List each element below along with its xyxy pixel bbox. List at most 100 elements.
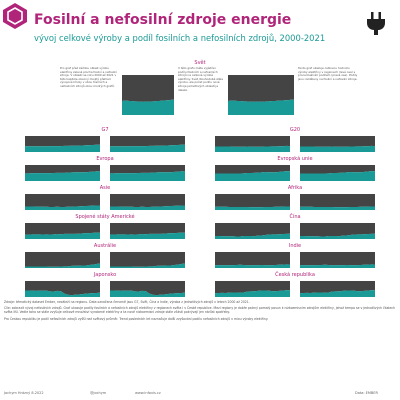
- region-chart: G7: [25, 127, 185, 155]
- region-area-chart: [25, 252, 185, 268]
- nonfossil-area: [25, 232, 100, 239]
- fossil-area: [215, 252, 290, 266]
- website-link[interactable]: www.infovis.cz: [135, 391, 161, 395]
- region-label: Japonsko: [93, 272, 117, 278]
- nonfossil-area: [110, 144, 185, 152]
- footer-paragraph-3: Pro Českou republiku je podíl nefosilníc…: [4, 316, 269, 321]
- fossil-area: [300, 194, 375, 208]
- region-area-chart: [25, 165, 185, 181]
- region-chart: Evropa: [25, 156, 185, 184]
- world-label: Svět: [194, 60, 206, 66]
- nonfossil-area: [215, 206, 290, 210]
- region-chart: Afrika: [215, 185, 375, 213]
- region-label: Asie: [99, 185, 111, 191]
- world-annotation-mid: V této grafu máte vyjádřen podílu fosiln…: [178, 66, 223, 92]
- fossil-area: [110, 165, 185, 174]
- nonfossil-area: [25, 263, 100, 268]
- nonfossil-area: [300, 171, 375, 181]
- fossil-area: [110, 194, 185, 207]
- fossil-area: [25, 281, 100, 296]
- fossil-area: [110, 136, 185, 147]
- fossil-area: [300, 136, 375, 147]
- region-chart: Česká republika: [215, 272, 375, 300]
- fossil-area: [25, 252, 100, 267]
- fossil-area: [215, 165, 290, 174]
- region-chart: Japonsko: [25, 272, 185, 300]
- fossil-area: [25, 223, 100, 235]
- fossil-area: [25, 165, 100, 174]
- world-annotation-right: Tento graf ukazuje celkovou hodnotu výro…: [298, 66, 358, 81]
- region-area-chart: [215, 165, 375, 181]
- nonfossil-area: [25, 205, 100, 210]
- fossil-area: [300, 223, 375, 237]
- fossil-area: [110, 281, 185, 296]
- world-area-chart: [122, 75, 294, 115]
- region-area-chart: [215, 194, 375, 210]
- nonfossil-area: [215, 145, 290, 152]
- region-area-chart: [25, 281, 185, 297]
- hexagon-logo-icon: [3, 3, 27, 29]
- region-area-chart: [25, 223, 185, 239]
- fossil-area: [25, 194, 100, 207]
- region-chart: Indie: [215, 243, 375, 271]
- nonfossil-area: [25, 144, 100, 152]
- nonfossil-area: [215, 171, 290, 181]
- region-area-chart: [25, 194, 185, 210]
- fossil-area: [25, 136, 100, 147]
- nonfossil-area: [228, 99, 294, 115]
- world-chart: Svět Pro graf před každou oblast výrobu …: [60, 60, 357, 122]
- region-area-chart: [215, 136, 375, 152]
- nonfossil-area: [215, 264, 290, 268]
- nonfossil-area: [300, 145, 375, 152]
- data-source: Data: EMBER: [355, 391, 378, 395]
- nonfossil-area: [215, 290, 290, 297]
- fossil-area: [228, 75, 294, 102]
- twitter-handle[interactable]: @jochym: [90, 391, 107, 395]
- nonfossil-area: [110, 171, 185, 181]
- fossil-area: [215, 136, 290, 147]
- region-chart: Spojené státy Americké: [25, 214, 185, 242]
- world-annotation-left: Pro graf před každou oblast výrobu elekt…: [60, 66, 117, 88]
- fossil-area: [300, 281, 375, 294]
- nonfossil-area: [25, 171, 100, 181]
- region-chart: Austrálie: [25, 243, 185, 271]
- fossil-area: [300, 165, 375, 174]
- region-label: Česká republika: [275, 272, 315, 278]
- region-chart: Asie: [25, 185, 185, 213]
- nonfossil-area: [110, 263, 185, 268]
- region-label: Čína: [289, 214, 301, 220]
- fossil-area: [215, 281, 290, 294]
- footer-paragraph-2: Cíle: zobrazit vývoj nefosilních zdrojů.…: [4, 306, 396, 315]
- region-label: Evropa: [96, 156, 114, 162]
- fossil-area: [110, 223, 185, 235]
- region-label: G20: [289, 127, 301, 133]
- region-area-chart: [25, 136, 185, 152]
- nonfossil-area: [300, 290, 375, 297]
- plug-icon: [367, 12, 385, 35]
- region-label: G7: [101, 127, 109, 133]
- region-chart: Čína: [215, 214, 375, 242]
- nonfossil-area: [300, 264, 375, 268]
- region-label: Evropská unie: [277, 156, 313, 162]
- region-area-chart: [215, 223, 375, 239]
- region-area-chart: [215, 252, 375, 268]
- fossil-area: [215, 223, 290, 237]
- region-label: Indie: [288, 243, 302, 249]
- nonfossil-area: [25, 290, 100, 297]
- fossil-area: [110, 252, 185, 267]
- region-chart: Evropská unie: [215, 156, 375, 184]
- fossil-area: [122, 75, 174, 102]
- region-label: Spojené státy Americké: [75, 214, 135, 220]
- nonfossil-area: [300, 233, 375, 239]
- region-label: Austrálie: [93, 243, 117, 249]
- fossil-area: [215, 194, 290, 208]
- nonfossil-area: [122, 99, 174, 115]
- nonfossil-area: [110, 290, 185, 297]
- region-area-chart: [215, 281, 375, 297]
- nonfossil-area: [300, 206, 375, 210]
- fossil-area: [300, 252, 375, 266]
- nonfossil-area: [215, 233, 290, 239]
- author-credit: Jochym Hrázný 8.2022: [4, 391, 44, 395]
- nonfossil-area: [110, 232, 185, 239]
- page-subtitle: vývoj celkové výroby a podíl fosilních a…: [34, 33, 326, 43]
